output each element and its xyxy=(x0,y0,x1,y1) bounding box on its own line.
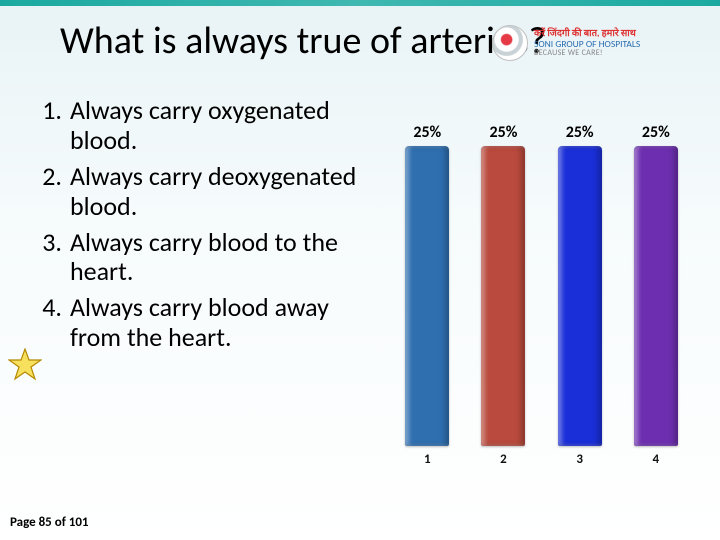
logo-sub: BECAUSE WE CARE! xyxy=(534,49,640,58)
option-2[interactable]: 2. Always carry deoxygenated blood. xyxy=(40,162,383,222)
option-text: Always carry deoxygenated blood. xyxy=(70,162,383,222)
answer-options: 1. Always carry oxygenated blood. 2. Alw… xyxy=(40,96,383,520)
option-4[interactable]: 4. Always carry blood away from the hear… xyxy=(40,293,383,353)
bar-rect xyxy=(558,146,602,446)
bar-rect xyxy=(481,146,525,446)
option-number: 1. xyxy=(40,96,70,156)
option-text: Always carry oxygenated blood. xyxy=(70,96,383,156)
hospital-logo: करें जिंदगी की बात, हमारे साथ SONI GROUP… xyxy=(492,22,702,64)
x-tick: 3 xyxy=(550,452,610,467)
bar-group: 25% 25% 25% 25% xyxy=(389,106,694,446)
logo-emblem-icon xyxy=(492,25,528,61)
bar-rect xyxy=(634,146,678,446)
x-tick: 1 xyxy=(397,452,457,467)
page-number: Page 85 of 101 xyxy=(10,515,89,530)
slide: What is always true of arteries? करें जि… xyxy=(0,0,720,540)
bar-value-label: 25% xyxy=(413,123,441,142)
bar-value-label: 25% xyxy=(490,123,518,142)
bar-4: 25% xyxy=(626,123,686,446)
bar-rect xyxy=(405,146,449,446)
x-tick: 4 xyxy=(626,452,686,467)
option-number: 2. xyxy=(40,162,70,222)
logo-text: करें जिंदगी की बात, हमारे साथ SONI GROUP… xyxy=(534,28,640,58)
option-3[interactable]: 3. Always carry blood to the heart. xyxy=(40,228,383,288)
option-text: Always carry blood away from the heart. xyxy=(70,293,383,353)
bar-2: 25% xyxy=(473,123,533,446)
bar-value-label: 25% xyxy=(642,123,670,142)
response-chart: 25% 25% 25% 25% 1 2 3 xyxy=(383,96,700,520)
option-number: 4. xyxy=(40,293,70,353)
x-tick: 2 xyxy=(473,452,533,467)
content-area: 1. Always carry oxygenated blood. 2. Alw… xyxy=(40,96,700,520)
star-icon xyxy=(8,348,42,382)
bar-value-label: 25% xyxy=(566,123,594,142)
bar-3: 25% xyxy=(550,123,610,446)
option-text: Always carry blood to the heart. xyxy=(70,228,383,288)
option-number: 3. xyxy=(40,228,70,288)
option-1[interactable]: 1. Always carry oxygenated blood. xyxy=(40,96,383,156)
top-stripe xyxy=(0,0,720,6)
x-axis: 1 2 3 4 xyxy=(389,452,694,467)
bar-1: 25% xyxy=(397,123,457,446)
